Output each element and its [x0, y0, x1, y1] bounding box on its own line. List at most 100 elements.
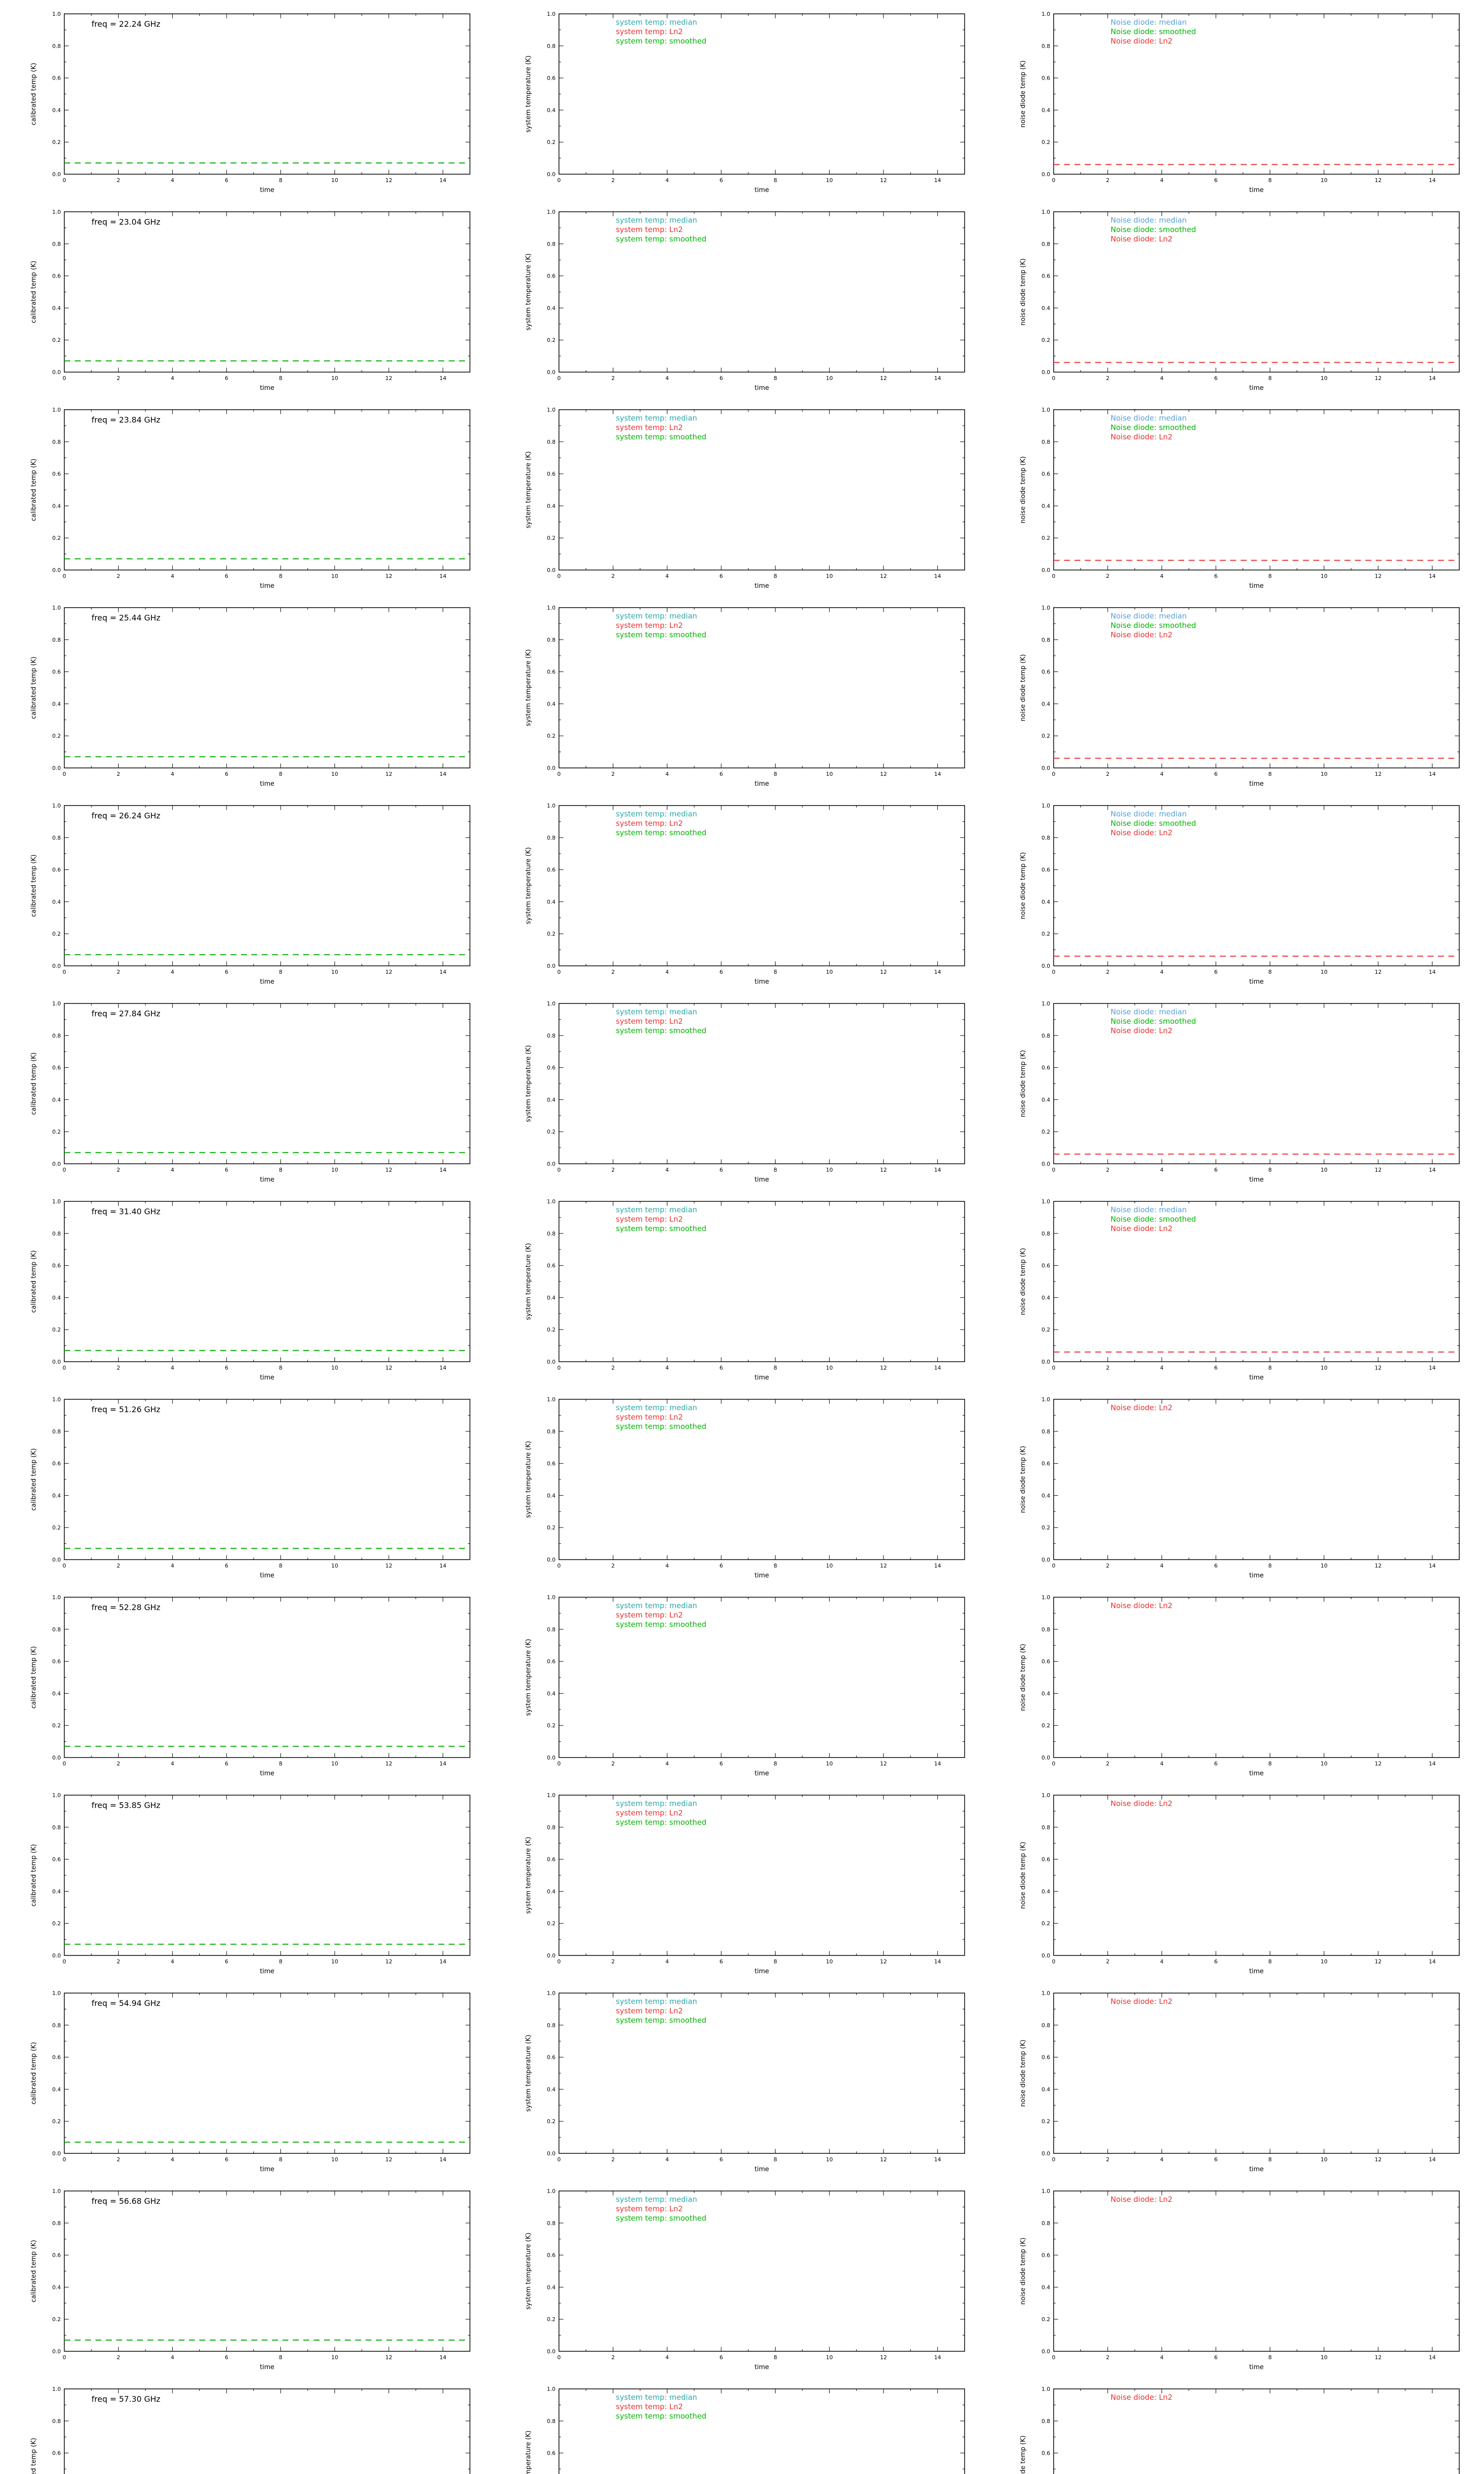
plot-cal-row6: 0 2 4 6 8 10 12 14 0.0 0.2 0.4 0.6 0.8 1.0 calibrated … [0, 990, 495, 1188]
y-tick-label: 1.0 [547, 2188, 556, 2194]
x-tick-label: 10 [1321, 771, 1328, 777]
y-axis-label: noise diode temp (K) [1020, 258, 1027, 326]
x-tick-label: 10 [331, 573, 338, 579]
plot-frame [64, 805, 470, 966]
x-axis-label: time [754, 384, 769, 392]
y-tick-label: 0.8 [547, 241, 556, 247]
x-axis-label: time [1249, 1374, 1263, 1381]
x-tick-label: 10 [826, 573, 833, 579]
x-tick-label: 12 [385, 375, 392, 381]
plot-svg-diode-row3: 0 2 4 6 8 10 12 14 0.0 0.2 0.4 0.6 0.8 1.0 noise diode… [1020, 407, 1460, 590]
x-axis-label: time [754, 1572, 769, 1579]
x-tick-label: 4 [1160, 573, 1163, 579]
y-tick-label: 0.8 [547, 835, 556, 841]
diode-legend-entry: Noise diode: Ln2 [1111, 1403, 1172, 1412]
x-tick-label: 12 [1375, 969, 1382, 975]
y-tick-label: 0.4 [1042, 107, 1051, 113]
y-tick-label: 1.0 [547, 2386, 556, 2392]
y-tick-label: 0.2 [547, 931, 556, 937]
plot-svg-cal-row8: 0 2 4 6 8 10 12 14 0.0 0.2 0.4 0.6 0.8 1.0 calibrated … [30, 1396, 470, 1579]
y-tick-label: 0.8 [1042, 1626, 1051, 1633]
y-axis-label: calibrated temp (K) [30, 1844, 38, 1906]
plot-svg-cal-row2: 0 2 4 6 8 10 12 14 0.0 0.2 0.4 0.6 0.8 1.0 calibrated … [30, 209, 470, 392]
y-axis-label: noise diode temp (K) [1020, 456, 1027, 523]
y-tick-label: 1.0 [547, 605, 556, 611]
plot-svg-diode-row6: 0 2 4 6 8 10 12 14 0.0 0.2 0.4 0.6 0.8 1.0 noise diode… [1020, 1000, 1460, 1184]
x-tick-label: 10 [826, 177, 833, 184]
y-tick-label: 0.6 [1042, 2450, 1051, 2457]
plot-sys-row10: 0 2 4 6 8 10 12 14 0.0 0.2 0.4 0.6 0.8 1.0 system temp… [495, 1781, 989, 1979]
x-tick-label: 6 [225, 2156, 229, 2163]
y-axis-label: noise diode temp (K) [1020, 1644, 1027, 1711]
x-tick-label: 8 [279, 2354, 282, 2361]
y-tick-label: 0.8 [1042, 2418, 1051, 2425]
plot-title: freq = 53.85 GHz [92, 1801, 160, 1810]
x-tick-label: 10 [1321, 1563, 1328, 1569]
y-tick-label: 0.8 [1042, 241, 1051, 247]
plot-diode-row10: 0 2 4 6 8 10 12 14 0.0 0.2 0.4 0.6 0.8 1.0 noise diode… [989, 1781, 1484, 1979]
x-tick-label: 4 [1160, 375, 1163, 381]
y-tick-label: 0.0 [52, 1359, 61, 1365]
y-tick-label: 0.6 [1042, 471, 1051, 477]
x-tick-label: 0 [63, 1563, 66, 1569]
x-tick-label: 0 [557, 969, 561, 975]
y-tick-label: 0.4 [1042, 1690, 1051, 1697]
y-tick-label: 0.4 [52, 107, 61, 113]
x-tick-label: 8 [279, 771, 282, 777]
y-tick-label: 0.6 [547, 1659, 556, 1665]
plot-svg-diode-row7: 0 2 4 6 8 10 12 14 0.0 0.2 0.4 0.6 0.8 1.0 noise diode… [1020, 1198, 1460, 1381]
x-tick-label: 12 [1375, 771, 1382, 777]
plot-svg-sys-row12: 0 2 4 6 8 10 12 14 0.0 0.2 0.4 0.6 0.8 1.0 system temp… [525, 2188, 965, 2371]
x-tick-label: 14 [934, 969, 941, 975]
x-tick-label: 2 [117, 1563, 120, 1569]
y-axis-label: system temperature (K) [525, 2430, 532, 2474]
y-tick-label: 0.2 [52, 535, 61, 541]
x-tick-label: 8 [279, 969, 282, 975]
x-tick-label: 2 [117, 969, 120, 975]
y-tick-label: 0.8 [1042, 835, 1051, 841]
y-tick-label: 0.6 [52, 2054, 61, 2061]
y-tick-label: 0.8 [547, 1231, 556, 1237]
x-tick-label: 10 [826, 771, 833, 777]
plot-svg-cal-row4: 0 2 4 6 8 10 12 14 0.0 0.2 0.4 0.6 0.8 1.0 calibrated … [30, 605, 470, 788]
y-tick-label: 1.0 [547, 407, 556, 413]
x-tick-label: 10 [826, 2156, 833, 2163]
y-tick-label: 0.2 [52, 1129, 61, 1135]
sys-legend-entry: system temp: Ln2 [616, 2006, 683, 2015]
y-tick-label: 1.0 [52, 11, 61, 17]
y-axis-label: noise diode temp (K) [1020, 1248, 1027, 1315]
x-tick-label: 8 [774, 1167, 777, 1173]
y-axis-label: system temperature (K) [525, 1441, 532, 1518]
x-tick-label: 2 [117, 1365, 120, 1371]
x-tick-label: 14 [1429, 1563, 1436, 1569]
y-tick-label: 0.6 [52, 1461, 61, 1467]
x-tick-label: 0 [63, 969, 66, 975]
plot-cal-row4: 0 2 4 6 8 10 12 14 0.0 0.2 0.4 0.6 0.8 1.0 calibrated … [0, 594, 495, 792]
x-tick-label: 0 [557, 2354, 561, 2361]
x-tick-label: 12 [385, 177, 392, 184]
y-tick-label: 0.4 [1042, 701, 1051, 707]
x-tick-label: 6 [1214, 1167, 1218, 1173]
x-tick-label: 12 [880, 177, 887, 184]
x-tick-label: 0 [63, 573, 66, 579]
x-tick-label: 4 [665, 1563, 669, 1569]
x-tick-label: 0 [557, 375, 561, 381]
plot-frame [64, 1993, 470, 2154]
y-tick-label: 0.4 [547, 1888, 556, 1895]
diode-legend-entry: Noise diode: Ln2 [1111, 432, 1172, 441]
plot-cal-row12: 0 2 4 6 8 10 12 14 0.0 0.2 0.4 0.6 0.8 1.0 calibrated … [0, 2177, 495, 2375]
y-tick-label: 0.8 [1042, 43, 1051, 49]
x-tick-label: 10 [331, 1760, 338, 1767]
x-tick-label: 10 [1321, 375, 1328, 381]
x-tick-label: 0 [557, 1958, 561, 1965]
y-tick-label: 0.6 [547, 669, 556, 675]
x-tick-label: 4 [1160, 771, 1163, 777]
x-tick-label: 14 [439, 573, 446, 579]
y-tick-label: 0.4 [547, 1096, 556, 1103]
plot-svg-sys-row5: 0 2 4 6 8 10 12 14 0.0 0.2 0.4 0.6 0.8 1.0 system temp… [525, 803, 965, 986]
plot-cal-row7: 0 2 4 6 8 10 12 14 0.0 0.2 0.4 0.6 0.8 1.0 calibrated … [0, 1188, 495, 1385]
y-tick-label: 1.0 [1042, 1396, 1051, 1403]
y-tick-label: 0.4 [1042, 2086, 1051, 2093]
y-tick-label: 0.4 [547, 701, 556, 707]
x-tick-label: 8 [279, 1958, 282, 1965]
